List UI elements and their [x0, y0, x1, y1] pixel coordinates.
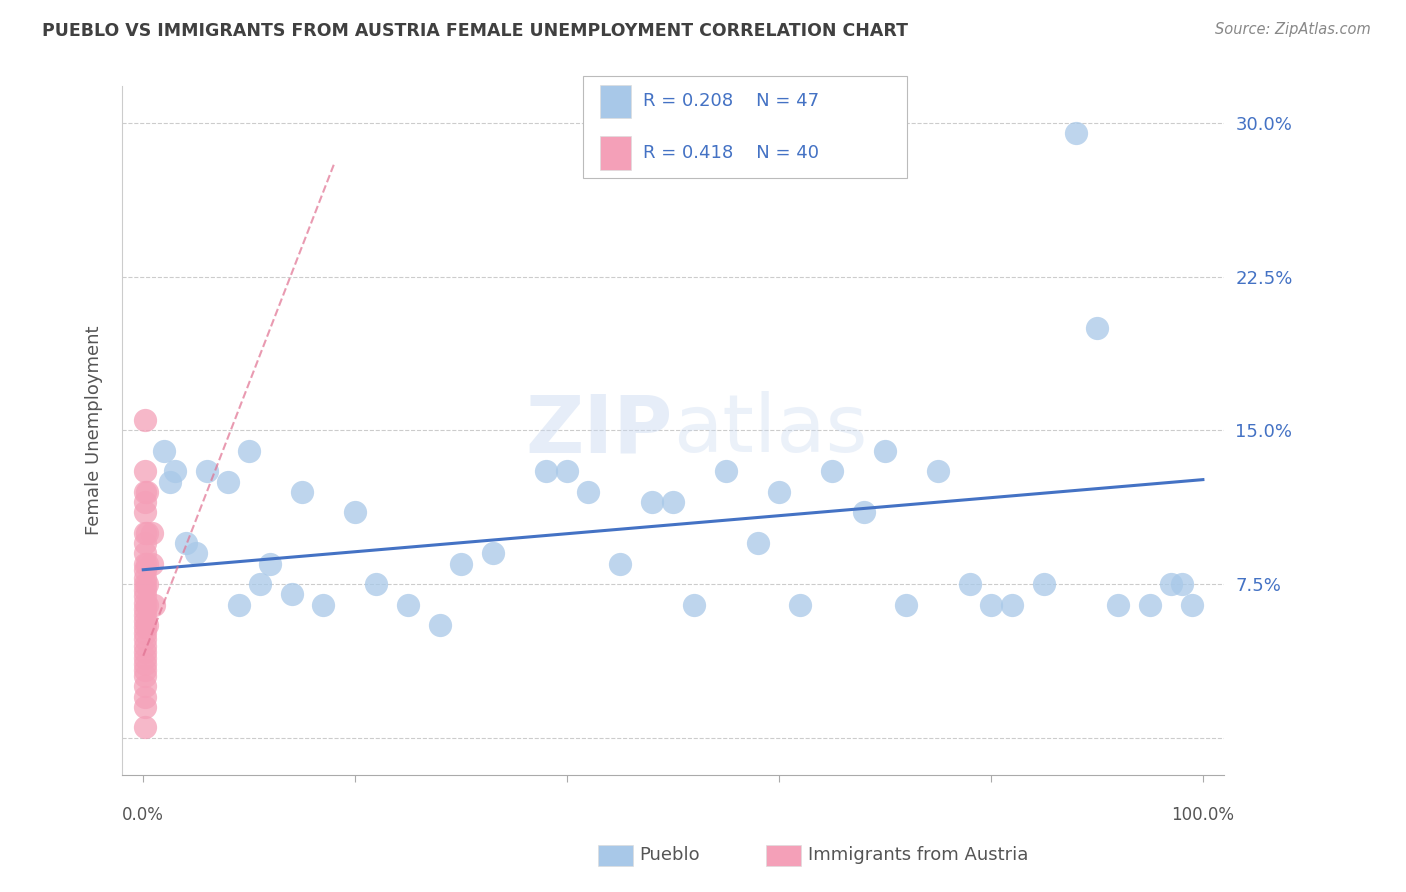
Point: [1107, 598, 1129, 612]
Text: 100.0%: 100.0%: [1171, 805, 1234, 823]
Point: [141, 557, 163, 571]
Point: [134, 595, 156, 609]
Point: [195, 465, 218, 479]
Point: [159, 475, 181, 489]
Point: [821, 465, 844, 479]
Point: [641, 495, 664, 509]
Point: [134, 721, 156, 735]
Point: [134, 495, 156, 509]
Point: [134, 525, 156, 540]
Point: [134, 650, 156, 665]
Point: [134, 700, 156, 714]
Point: [136, 557, 159, 571]
Text: PUEBLO VS IMMIGRANTS FROM AUSTRIA FEMALE UNEMPLOYMENT CORRELATION CHART: PUEBLO VS IMMIGRANTS FROM AUSTRIA FEMALE…: [42, 22, 908, 40]
Point: [662, 495, 685, 509]
Point: [228, 598, 250, 612]
Point: [366, 577, 388, 591]
Point: [174, 536, 197, 550]
Point: [134, 632, 156, 647]
Point: [134, 583, 156, 598]
Point: [1032, 577, 1054, 591]
Point: [134, 614, 156, 628]
Point: [134, 536, 156, 550]
Point: [134, 663, 156, 677]
Point: [482, 546, 505, 560]
Point: [927, 465, 949, 479]
Point: [896, 598, 918, 612]
Point: [396, 598, 419, 612]
Point: [136, 484, 159, 499]
Y-axis label: Female Unemployment: Female Unemployment: [86, 326, 103, 535]
Point: [163, 465, 186, 479]
Text: Immigrants from Austria: Immigrants from Austria: [808, 847, 1029, 864]
Point: [134, 571, 156, 585]
Point: [153, 444, 176, 458]
Point: [142, 598, 165, 612]
Point: [134, 590, 156, 604]
Point: [747, 536, 769, 550]
Point: [134, 607, 156, 622]
Text: R = 0.208    N = 47: R = 0.208 N = 47: [643, 93, 818, 111]
Point: [873, 444, 896, 458]
Point: [768, 484, 790, 499]
Point: [1064, 127, 1087, 141]
Point: [534, 465, 557, 479]
Point: [259, 557, 281, 571]
Point: [249, 577, 271, 591]
Text: Source: ZipAtlas.com: Source: ZipAtlas.com: [1215, 22, 1371, 37]
Point: [291, 484, 314, 499]
Text: atlas: atlas: [673, 392, 868, 469]
Point: [134, 413, 156, 427]
Point: [1139, 598, 1161, 612]
Point: [134, 657, 156, 671]
Text: 0.0%: 0.0%: [122, 805, 165, 823]
Point: [134, 563, 156, 577]
Point: [714, 465, 737, 479]
Point: [450, 557, 472, 571]
Point: [1001, 598, 1024, 612]
Point: [683, 598, 706, 612]
Point: [555, 465, 578, 479]
Point: [134, 484, 156, 499]
Point: [134, 626, 156, 640]
Point: [1170, 577, 1192, 591]
Point: [852, 505, 875, 519]
Point: [959, 577, 981, 591]
Point: [344, 505, 367, 519]
Point: [1181, 598, 1204, 612]
Point: [134, 620, 156, 634]
Point: [609, 557, 631, 571]
Point: [280, 587, 302, 601]
Point: [217, 475, 239, 489]
Point: [136, 598, 159, 612]
Point: [312, 598, 335, 612]
Point: [136, 577, 159, 591]
Point: [134, 577, 156, 591]
Point: [789, 598, 811, 612]
Point: [1160, 577, 1182, 591]
Point: [136, 525, 159, 540]
Point: [1085, 321, 1108, 335]
Point: [134, 690, 156, 704]
Text: ZIP: ZIP: [526, 392, 673, 469]
Point: [134, 465, 156, 479]
Point: [134, 680, 156, 694]
Point: [134, 669, 156, 683]
Point: [980, 598, 1002, 612]
Point: [134, 505, 156, 519]
Point: [136, 618, 159, 632]
Point: [134, 645, 156, 659]
Point: [134, 557, 156, 571]
Point: [134, 601, 156, 615]
Text: R = 0.418    N = 40: R = 0.418 N = 40: [643, 144, 818, 161]
Point: [134, 546, 156, 560]
Point: [186, 546, 208, 560]
Point: [429, 618, 451, 632]
Text: Pueblo: Pueblo: [640, 847, 700, 864]
Point: [134, 639, 156, 653]
Point: [238, 444, 260, 458]
Point: [576, 484, 599, 499]
Point: [141, 525, 163, 540]
